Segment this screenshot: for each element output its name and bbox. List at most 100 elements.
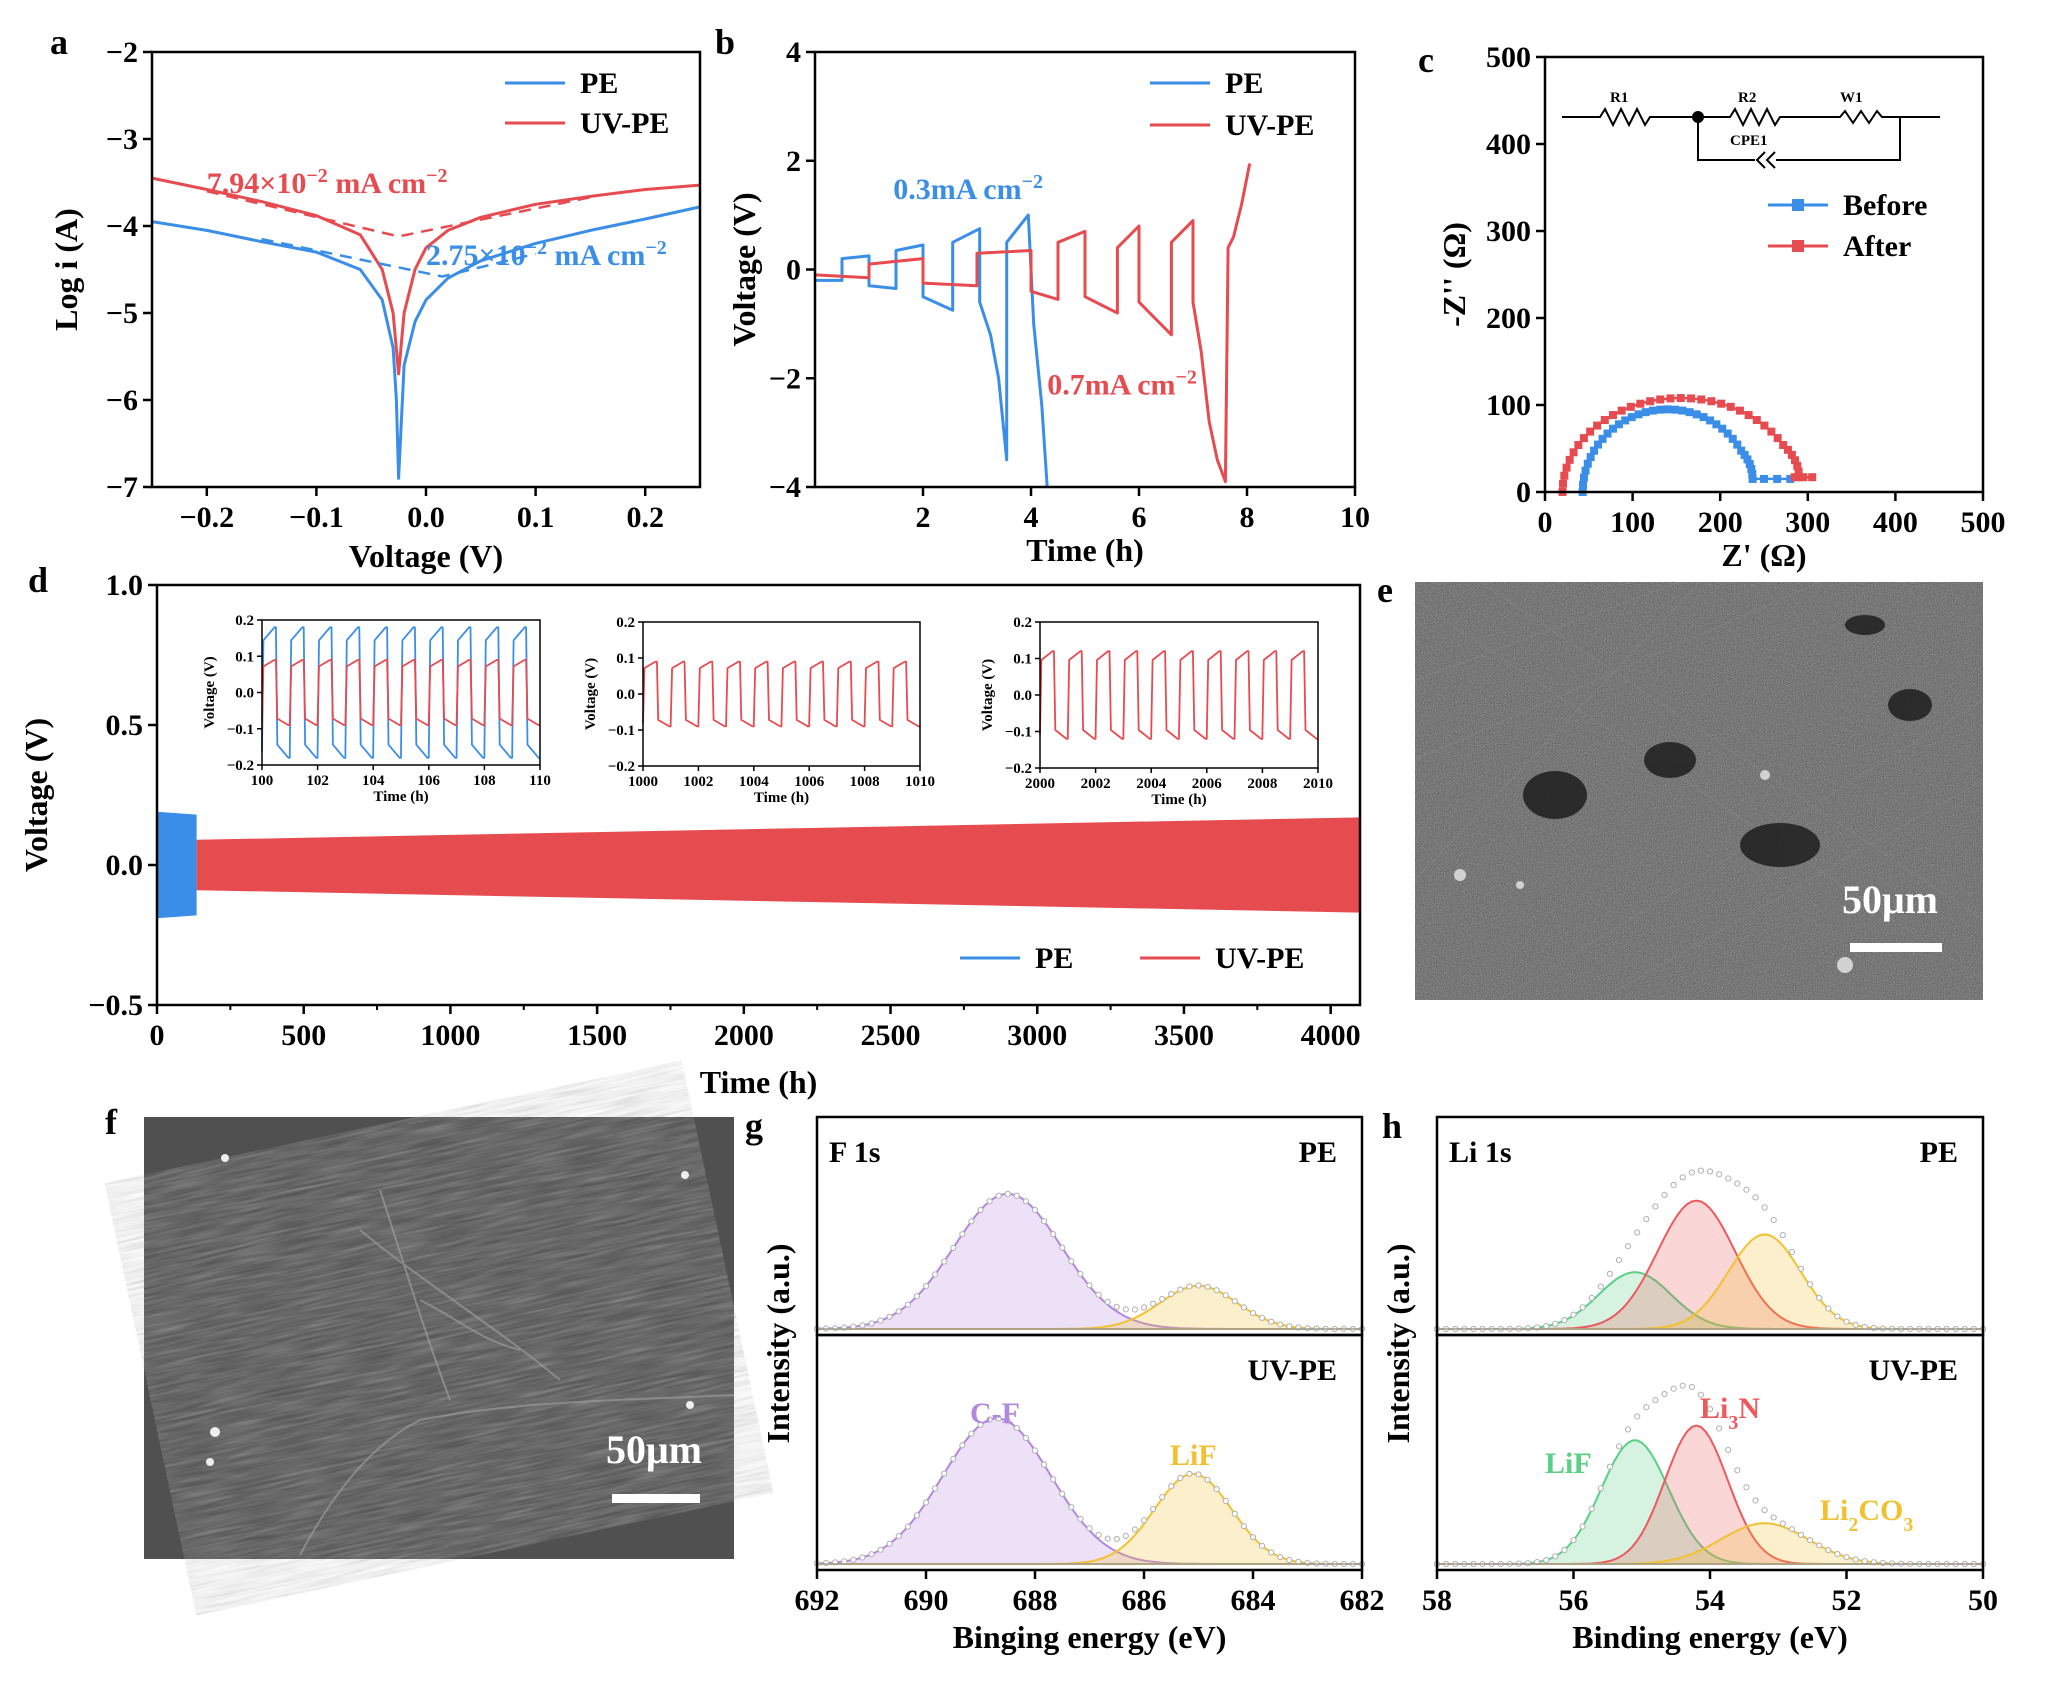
chart-d: 0 500 1000 1500 2000 2500 3000 3500 4000 −0.5 0.0 0… xyxy=(18,569,1362,1100)
chart-h-peak-label-2-part: CO xyxy=(1858,1494,1903,1527)
raw-data-point xyxy=(1661,1191,1668,1199)
nyquist-point-after xyxy=(1636,399,1645,408)
raw-data-point xyxy=(1734,1180,1741,1187)
chart-g-frame-uv-pe xyxy=(815,1333,1364,1572)
chart-g-sublabel-pe: PE xyxy=(1299,1136,1337,1169)
nyquist-point-before xyxy=(1745,460,1754,469)
axis-a-ytick-label: −2 xyxy=(106,36,138,69)
inset-3-axis-xtick-label: 2000 xyxy=(1025,776,1055,792)
raw-data-point xyxy=(1068,1258,1075,1265)
raw-data-point xyxy=(868,1551,875,1558)
raw-data-point xyxy=(1131,1306,1139,1313)
raw-data-point xyxy=(1552,1320,1559,1327)
nyquist-point-before xyxy=(1718,424,1727,433)
raw-data-point xyxy=(1268,1318,1275,1325)
nyquist-point-before xyxy=(1773,474,1782,483)
nyquist-point-before xyxy=(1699,413,1708,422)
raw-data-point xyxy=(1770,1514,1777,1521)
inset-2: 1000 1002 1004 1006 1008 1010 −0.2 −0.1 0.0 0.1 0.… xyxy=(583,615,935,806)
inset-1-axis-xtick-label: 108 xyxy=(473,773,496,789)
axis-b-ylabel: Voltage (V) xyxy=(726,192,762,346)
raw-data-point xyxy=(1761,1204,1768,1211)
chart-h-peak-label-0-part: LiF xyxy=(1545,1447,1592,1480)
nyquist-point-before xyxy=(1685,408,1694,417)
chart-g-peak-label-1: LiF xyxy=(1170,1439,1217,1472)
raw-data-point xyxy=(1752,1497,1759,1504)
raw-data-point xyxy=(1743,1186,1750,1193)
raw-data-point xyxy=(1861,1558,1868,1565)
raw-data-point xyxy=(1204,1476,1211,1483)
raw-data-point xyxy=(1725,1446,1732,1453)
sem-image-e: 50μm xyxy=(1415,582,1983,1000)
nyquist-point-after xyxy=(1646,397,1655,406)
raw-data-point xyxy=(1186,1283,1193,1290)
raw-data-point xyxy=(1286,1323,1293,1330)
annotation-a-uv-pe-part: 7.94×10 xyxy=(207,167,307,200)
raw-data-point xyxy=(1195,1282,1202,1289)
axis-a-ytick-label: −6 xyxy=(106,384,138,417)
raw-data-point xyxy=(1570,1537,1577,1544)
raw-data-point xyxy=(1688,1383,1695,1391)
raw-data-point xyxy=(1852,1321,1859,1329)
chart-h-peak-label-2: Li2CO3 xyxy=(1820,1494,1913,1536)
annotation-b-pe-part: −2 xyxy=(1022,171,1043,193)
raw-data-point xyxy=(1040,1218,1048,1225)
raw-data-point xyxy=(1734,1467,1741,1474)
raw-data-point xyxy=(868,1320,875,1327)
raw-data-point xyxy=(1222,1497,1229,1505)
nyquist-point-after xyxy=(1793,461,1802,470)
raw-data-point xyxy=(822,1559,830,1567)
raw-data-point xyxy=(1286,1556,1293,1564)
chart-g-axis-xtick-label: 688 xyxy=(1013,1584,1058,1617)
axis-d-xtick-label: 1500 xyxy=(567,1019,627,1052)
nyquist-point-after xyxy=(1666,394,1675,403)
panel-label-d: d xyxy=(28,560,48,600)
raw-data-point xyxy=(959,1231,966,1238)
inset-1-axis-xtick-label: 106 xyxy=(418,773,441,789)
equivalent-circuit: R1 R2 W1 CPE1 xyxy=(1562,90,1940,169)
nyquist-point-after xyxy=(1799,473,1808,482)
raw-data-point xyxy=(1022,1434,1030,1442)
raw-data-point xyxy=(841,1558,848,1565)
raw-data-point xyxy=(1634,1413,1641,1420)
raw-data-point xyxy=(913,1512,921,1519)
chart-h-spectrum-label: Li 1s xyxy=(1449,1136,1512,1169)
nyquist-point-after xyxy=(1767,427,1776,436)
raw-data-point xyxy=(859,1322,866,1329)
nyquist-point-after xyxy=(1608,411,1617,420)
raw-data-point xyxy=(950,1455,957,1462)
chart-h-peak-label-1-part: 3 xyxy=(1728,1412,1738,1434)
nyquist-point-after xyxy=(1726,402,1735,411)
raw-data-point xyxy=(1258,1314,1266,1322)
raw-data-point xyxy=(1597,1485,1604,1492)
raw-data-point xyxy=(1104,1535,1111,1542)
raw-data-point xyxy=(1013,1192,1020,1199)
raw-data-point xyxy=(941,1470,948,1477)
axis-b-ytick-label: 4 xyxy=(786,36,801,69)
axis-a-xtick-label: −0.1 xyxy=(289,501,344,534)
raw-data-point xyxy=(1204,1283,1211,1290)
chart-h-axis-xtick-label: 56 xyxy=(1559,1584,1589,1617)
raw-data-point xyxy=(1816,1294,1823,1301)
chart-h-peak-label-0: LiF xyxy=(1545,1447,1592,1480)
nyquist-point-after xyxy=(1717,399,1726,408)
raw-data-point xyxy=(1213,1485,1220,1493)
raw-data-point xyxy=(1697,1391,1705,1398)
raw-data-point xyxy=(1652,1203,1659,1210)
inset-3-axis-xtick-label: 2002 xyxy=(1081,776,1111,792)
raw-data-point xyxy=(1643,1404,1650,1411)
raw-data-point xyxy=(1788,1526,1796,1533)
raw-data-point xyxy=(1752,1194,1759,1201)
raw-data-point xyxy=(886,1313,893,1320)
chart-g-spectrum-label: F 1s xyxy=(829,1136,880,1169)
annotation-b-uv-pe: 0.7mA cm−2 xyxy=(1047,367,1197,402)
nyquist-point-after xyxy=(1586,427,1595,436)
circuit-wire-cpe xyxy=(1697,117,1901,169)
legend-b-pe-label: PE xyxy=(1225,67,1263,100)
raw-data-point xyxy=(1231,1510,1238,1517)
raw-data-point xyxy=(1807,1281,1814,1288)
raw-data-point xyxy=(1004,1190,1011,1197)
axis-c-ytick-label: 100 xyxy=(1486,389,1531,422)
axis-d-xtick-label: 3500 xyxy=(1154,1019,1214,1052)
